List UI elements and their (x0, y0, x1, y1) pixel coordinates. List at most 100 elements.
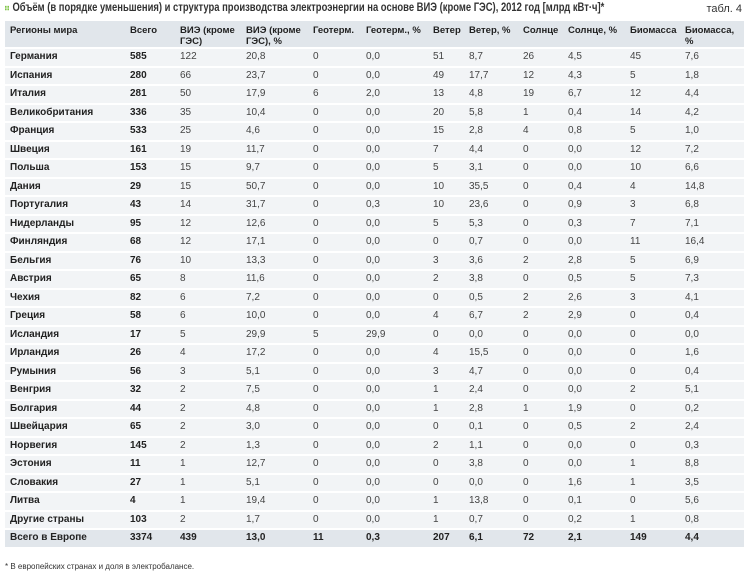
table-cell: 0 (308, 103, 361, 123)
table-cell: 3,8 (464, 455, 518, 475)
table-cell: 280 (125, 66, 175, 86)
total-cell: 149 (625, 529, 680, 549)
table-cell: 1 (175, 492, 241, 512)
table-cell: 0 (518, 381, 563, 401)
table-cell: 0,3 (563, 214, 625, 234)
table-cell: 50 (175, 85, 241, 105)
table-cell: 0,0 (361, 381, 428, 401)
column-header: Всего (125, 21, 175, 49)
table-cell: 2 (428, 436, 464, 456)
table-cell: 0,3 (680, 436, 744, 456)
table-cell: 5 (308, 325, 361, 345)
table-row: Италия 281 50 17,9 6 2,0 13 4,8 19 6,7 12 4,4 (5, 85, 744, 105)
table-row: Португалия 43 14 31,7 0 0,3 10 23,6 0 0,9 3 6,8 (5, 196, 744, 216)
table-cell: 5 (175, 325, 241, 345)
table-cell: 0 (428, 325, 464, 345)
table-cell: 5 (625, 251, 680, 271)
table-cell: 1 (518, 399, 563, 419)
table-cell: 17,9 (241, 85, 308, 105)
table-cell: 4,8 (464, 85, 518, 105)
table-cell: 4,4 (680, 85, 744, 105)
table-cell: 1,3 (241, 436, 308, 456)
table-cell: 6 (175, 288, 241, 308)
table-cell: 13 (428, 85, 464, 105)
table-cell: 14 (175, 196, 241, 216)
region-name: Португалия (5, 196, 125, 216)
table-cell: 4,7 (464, 362, 518, 382)
table-cell: 1,8 (680, 66, 744, 86)
table-row: Другие страны 103 2 1,7 0 0,0 1 0,7 0 0,2 1 0,8 (5, 510, 744, 530)
table-cell: 0 (308, 270, 361, 290)
table-cell: 27 (125, 473, 175, 493)
region-name: Исландия (5, 325, 125, 345)
table-cell: 2 (625, 418, 680, 438)
table-cell: 0 (308, 362, 361, 382)
table-cell: 0,0 (361, 473, 428, 493)
table-cell: 56 (125, 362, 175, 382)
table-cell: 15 (428, 122, 464, 142)
table-cell: 0,0 (361, 307, 428, 327)
table-cell: 17,7 (464, 66, 518, 86)
region-name: Греция (5, 307, 125, 327)
table-cell: 8 (175, 270, 241, 290)
table-cell: 281 (125, 85, 175, 105)
table-cell: 0 (625, 325, 680, 345)
table-cell: 0 (428, 233, 464, 253)
table-cell: 19 (175, 140, 241, 160)
table-cell: 1 (625, 510, 680, 530)
table-cell: 0,0 (361, 362, 428, 382)
table-cell: 0,4 (680, 362, 744, 382)
table-cell: 0 (308, 399, 361, 419)
table-cell: 0,0 (361, 270, 428, 290)
table-cell: 4 (175, 344, 241, 364)
column-header: Солнце, % (563, 21, 625, 49)
table-cell: 122 (175, 48, 241, 68)
table-cell: 0,0 (361, 399, 428, 419)
energy-table: Регионы мира Всего ВИЭ (кроме ГЭС) ВИЭ (кро… (5, 21, 744, 549)
table-cell: 3 (625, 288, 680, 308)
table-cell: 0 (518, 362, 563, 382)
table-cell: 0 (308, 251, 361, 271)
table-cell: 0 (518, 418, 563, 438)
table-cell: 0 (308, 196, 361, 216)
table-cell: 65 (125, 418, 175, 438)
table-cell: 0,5 (563, 418, 625, 438)
region-name: Ирландия (5, 344, 125, 364)
table-cell: 3,5 (680, 473, 744, 493)
total-cell: 0,3 (361, 529, 428, 549)
table-cell: 0 (308, 473, 361, 493)
table-row: Дания 29 15 50,7 0 0,0 10 35,5 0 0,4 4 14,8 (5, 177, 744, 197)
table-cell: 49 (428, 66, 464, 86)
table-cell: 0 (518, 473, 563, 493)
table-cell: 82 (125, 288, 175, 308)
region-name: Франция (5, 122, 125, 142)
table-cell: 0 (308, 436, 361, 456)
table-cell: 0,0 (361, 418, 428, 438)
table-cell: 0,0 (361, 436, 428, 456)
table-cell: 5 (428, 214, 464, 234)
table-cell: 0,0 (361, 122, 428, 142)
table-cell: 4,6 (241, 122, 308, 142)
column-header: Геотерм., % (361, 21, 428, 49)
table-cell: 0 (518, 159, 563, 179)
region-name: Финляндия (5, 233, 125, 253)
table-cell: 26 (518, 48, 563, 68)
dots-icon: ⠶ (4, 3, 10, 14)
table-cell: 5,8 (464, 103, 518, 123)
table-row: Исландия 17 5 29,9 5 29,9 0 0,0 0 0,0 0 0,0 (5, 325, 744, 345)
table-cell: 2 (625, 381, 680, 401)
table-cell: 2 (175, 399, 241, 419)
region-name: Чехия (5, 288, 125, 308)
table-row: Великобритания 336 35 10,4 0 0,0 20 5,8 1 0,4 14 4,… (5, 103, 744, 123)
table-cell: 0,1 (464, 418, 518, 438)
table-cell: 0 (308, 288, 361, 308)
table-cell: 2,4 (464, 381, 518, 401)
table-cell: 0 (625, 399, 680, 419)
table-row: Нидерланды 95 12 12,6 0 0,0 5 5,3 0 0,3 7 7,1 (5, 214, 744, 234)
table-cell: 32 (125, 381, 175, 401)
table-row: Эстония 11 1 12,7 0 0,0 0 3,8 0 0,0 1 8,8 (5, 455, 744, 475)
table-cell: 0 (428, 288, 464, 308)
table-cell: 2 (175, 381, 241, 401)
column-header: Ветер, % (464, 21, 518, 49)
table-cell: 10 (428, 177, 464, 197)
